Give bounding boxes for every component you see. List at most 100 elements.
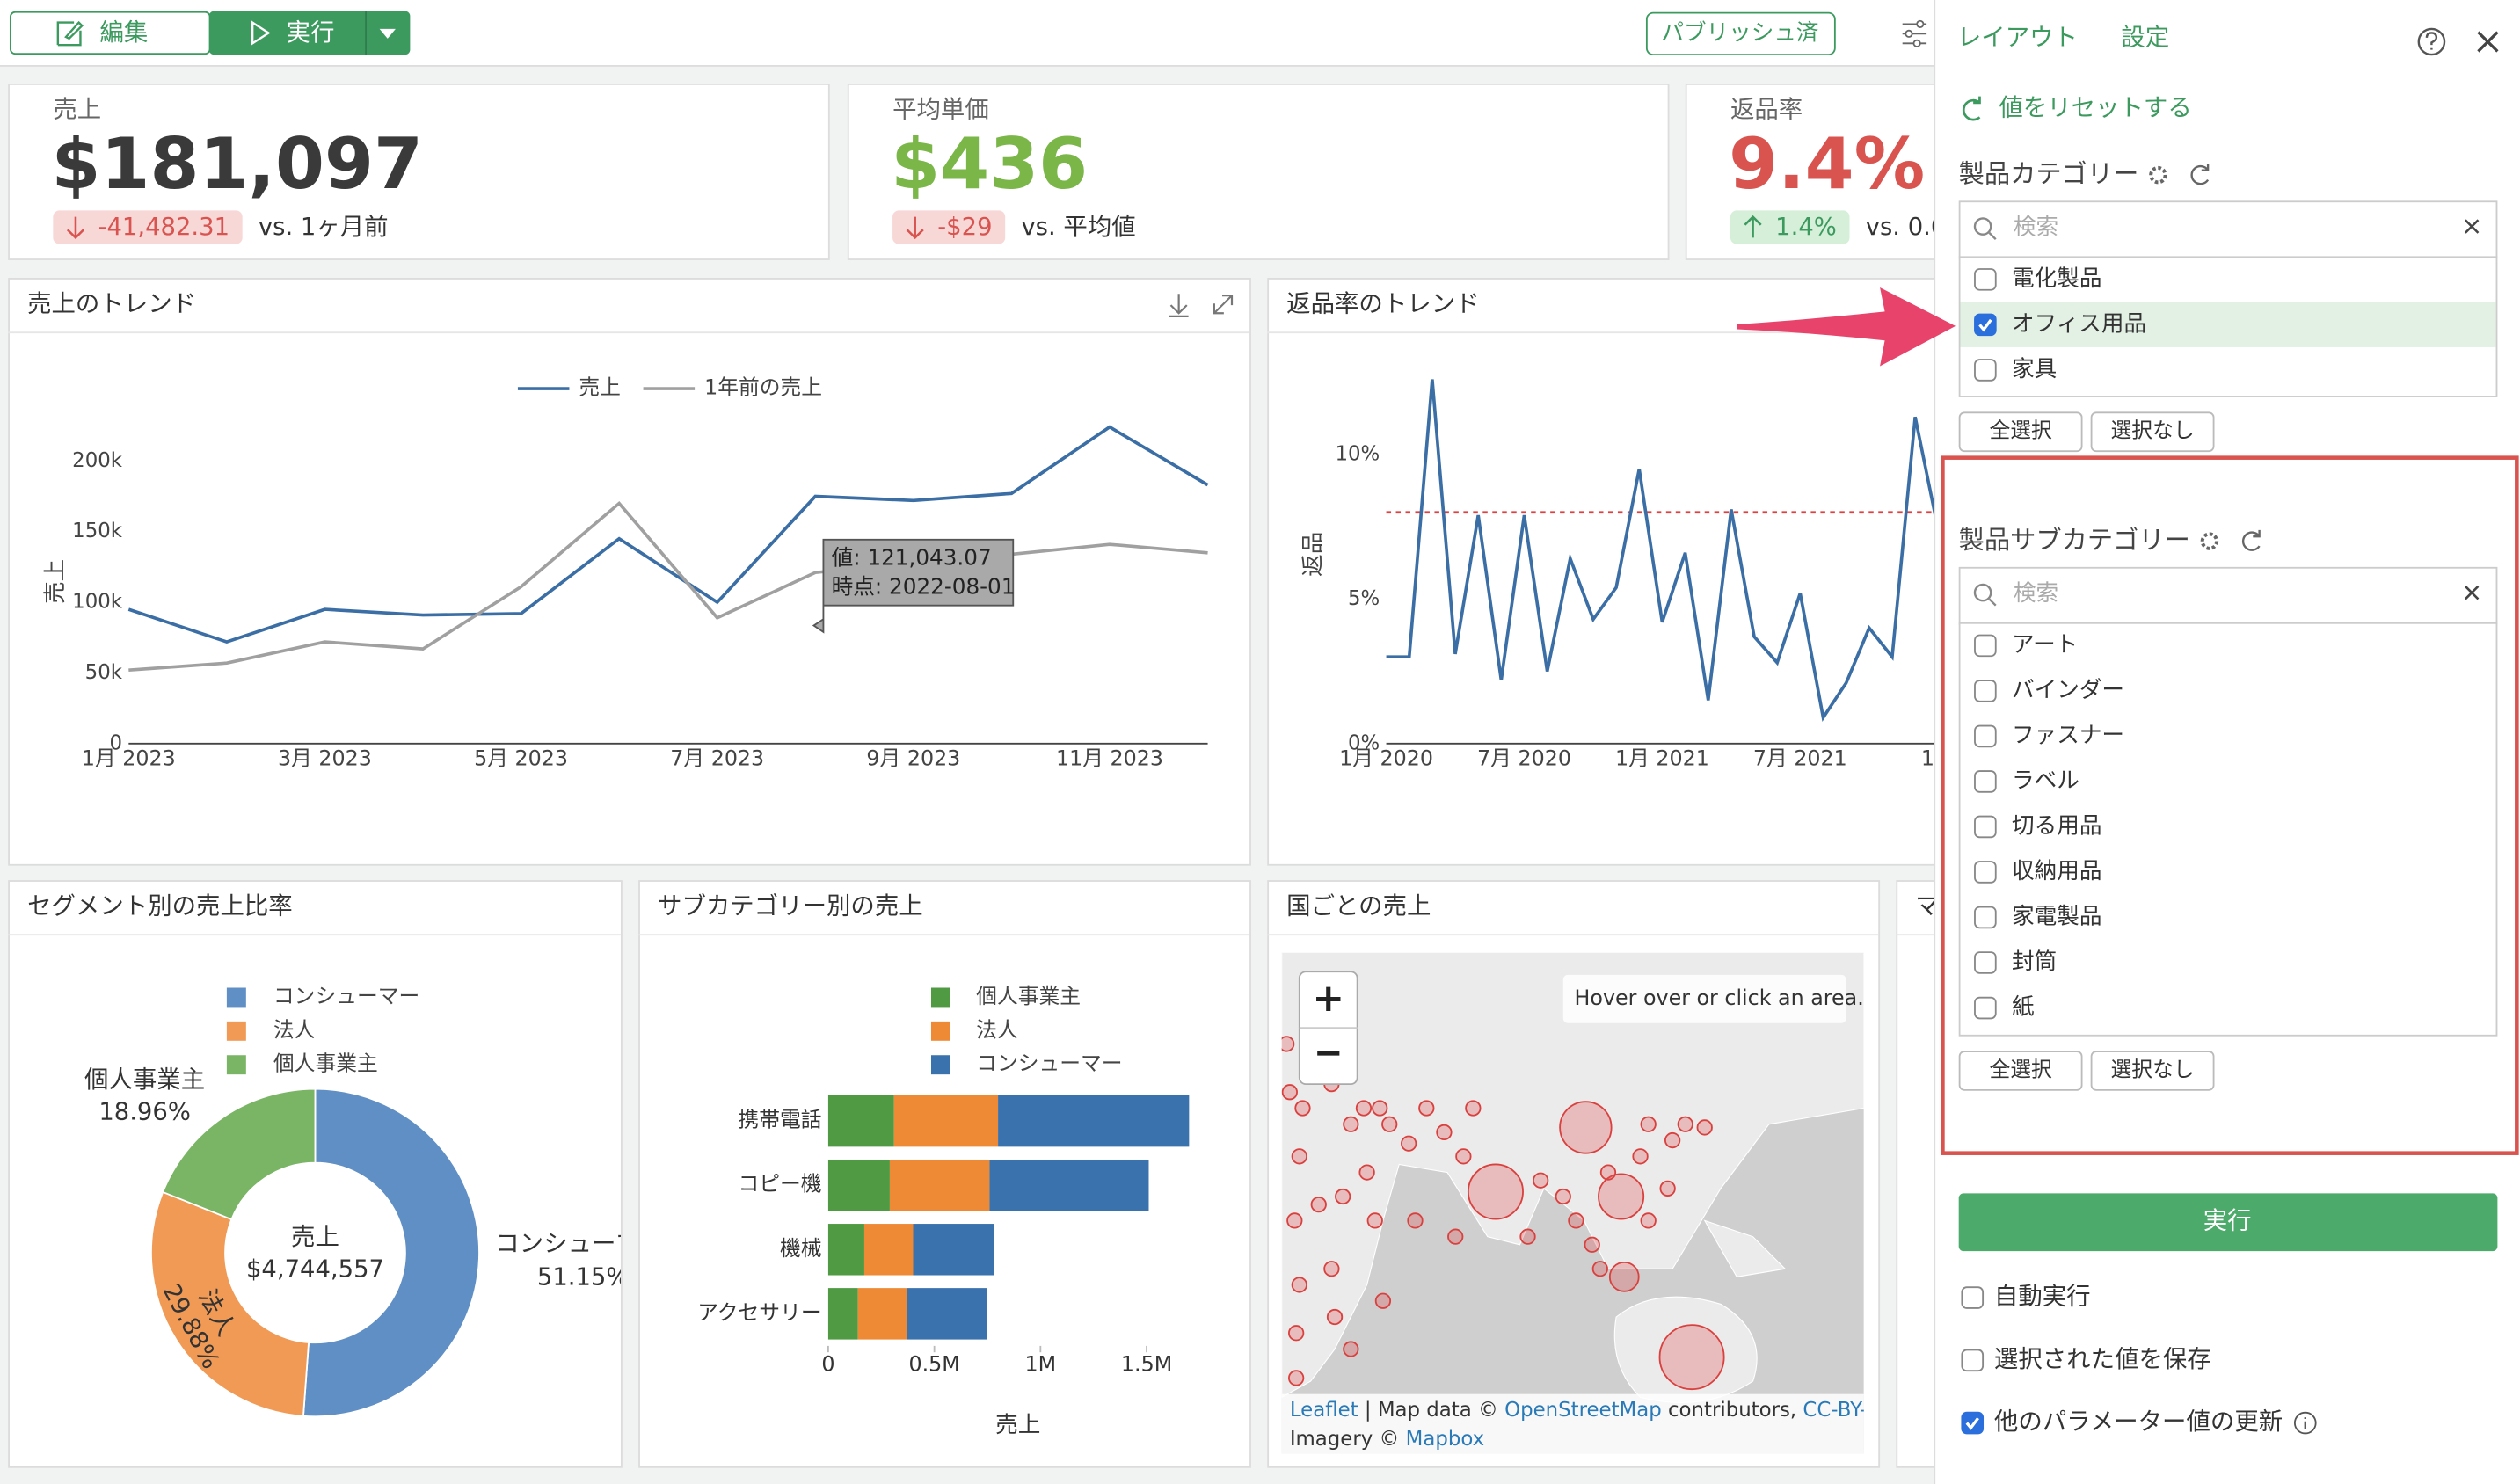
reset-link[interactable]: 値をリセットする: [1999, 95, 2191, 122]
checkbox[interactable]: [1974, 268, 1997, 291]
zoom-in[interactable]: +: [1312, 976, 1344, 1021]
map-bubble[interactable]: [1381, 1116, 1398, 1132]
option-label[interactable]: 家電製品: [2012, 904, 2101, 930]
checkbox[interactable]: [1974, 680, 1997, 702]
tab[interactable]: 設定: [2121, 24, 2169, 51]
refresh-icon[interactable]: [2241, 529, 2261, 551]
checkbox[interactable]: [1974, 313, 1997, 337]
map-bubble[interactable]: [1568, 1212, 1584, 1229]
select-all-button[interactable]: [1958, 411, 2083, 453]
select-none-button[interactable]: [2090, 1051, 2215, 1091]
option-label[interactable]: 紙: [2012, 994, 2035, 1021]
option-label[interactable]: ラベル: [2012, 767, 2079, 794]
map-bubble[interactable]: [1598, 1173, 1645, 1220]
select-none-label[interactable]: 選択なし: [2111, 418, 2195, 443]
map-bubble[interactable]: [1366, 1212, 1383, 1229]
map-bubble[interactable]: [1640, 1212, 1657, 1229]
attribution-link[interactable]: CC-BY-SA: [1803, 1398, 1894, 1421]
map-bubble[interactable]: [1355, 1100, 1373, 1117]
option-label[interactable]: 切る用品: [2012, 812, 2101, 839]
setting-label[interactable]: 選択された値を保存: [1994, 1346, 2211, 1373]
map-bubble[interactable]: [1467, 1163, 1524, 1220]
map-bubble[interactable]: [1533, 1172, 1549, 1189]
search-box[interactable]: [1958, 200, 2498, 259]
select-none-label[interactable]: 選択なし: [2111, 1057, 2195, 1081]
map-bubble[interactable]: [1447, 1228, 1464, 1245]
map-bubble[interactable]: [1372, 1100, 1388, 1117]
map-bubble[interactable]: [1677, 1116, 1693, 1132]
edit-label[interactable]: 編集: [99, 19, 148, 47]
refresh-icon[interactable]: [2190, 164, 2210, 186]
attribution-link[interactable]: OpenStreetMap: [1504, 1398, 1662, 1421]
map-bubble[interactable]: [1436, 1124, 1453, 1141]
setting-label[interactable]: 他のパラメーター値の更新: [1994, 1408, 2283, 1436]
checkbox[interactable]: [1961, 1411, 1985, 1435]
map-bubble[interactable]: [1374, 1292, 1392, 1309]
option-label[interactable]: オフィス用品: [2012, 310, 2146, 337]
map-bubble[interactable]: [1659, 1180, 1676, 1197]
map-bubble[interactable]: [1288, 1370, 1305, 1386]
checkbox[interactable]: [1974, 359, 1997, 382]
checkbox[interactable]: [1974, 996, 1997, 1020]
map-bubble[interactable]: [1407, 1212, 1424, 1229]
checkbox[interactable]: [1974, 951, 1997, 974]
option-label[interactable]: 家具: [2012, 356, 2057, 382]
map-bubble[interactable]: [1555, 1188, 1571, 1205]
map-bubble[interactable]: [1608, 1261, 1640, 1292]
option-label[interactable]: アート: [2012, 631, 2078, 658]
help-icon[interactable]: [2417, 27, 2446, 56]
checkbox[interactable]: [1974, 634, 1997, 658]
map-bubble[interactable]: [1281, 1084, 1298, 1101]
search-box[interactable]: [1958, 566, 2498, 625]
map-bubble[interactable]: [1343, 1116, 1359, 1132]
map-bubble[interactable]: [1696, 1119, 1713, 1136]
map-bubble[interactable]: [1519, 1228, 1536, 1245]
map-bubble[interactable]: [1323, 1261, 1340, 1277]
run-panel-button[interactable]: [1958, 1193, 2498, 1252]
map-bubble[interactable]: [1358, 1164, 1375, 1181]
published-label[interactable]: パブリッシュ済: [1661, 19, 1818, 46]
tab[interactable]: レイアウト: [1957, 24, 2078, 51]
published-button[interactable]: [1645, 11, 1836, 56]
run-panel-label[interactable]: 実行: [2203, 1208, 2252, 1235]
checkbox[interactable]: [1974, 861, 1997, 884]
select-all-label[interactable]: 全選択: [1989, 1057, 2052, 1081]
run-label[interactable]: 実行: [287, 19, 335, 47]
checkbox[interactable]: [1961, 1349, 1985, 1372]
map-bubble[interactable]: [1288, 1325, 1305, 1342]
run-button[interactable]: [208, 11, 411, 55]
checkbox[interactable]: [1974, 770, 1997, 793]
map-bubble[interactable]: [1584, 1236, 1600, 1253]
map-bubble[interactable]: [1455, 1148, 1472, 1165]
map-bubble[interactable]: [1343, 1341, 1359, 1357]
option-label[interactable]: ファスナー: [2012, 722, 2124, 748]
map-bubble[interactable]: [1294, 1100, 1311, 1117]
map-bubble[interactable]: [1658, 1324, 1725, 1391]
download-icon[interactable]: [1169, 294, 1189, 317]
close-icon[interactable]: [2477, 31, 2499, 53]
option-label[interactable]: 封筒: [2012, 949, 2057, 975]
checkbox[interactable]: [1974, 815, 1997, 839]
option-label[interactable]: 収納用品: [2012, 858, 2101, 884]
map-bubble[interactable]: [1632, 1148, 1649, 1165]
map-bubble[interactable]: [1559, 1101, 1613, 1154]
map-bubble[interactable]: [1599, 1164, 1617, 1181]
option-label[interactable]: バインダー: [2012, 677, 2124, 703]
clear-icon[interactable]: [2464, 585, 2480, 600]
map-bubble[interactable]: [1640, 1116, 1657, 1132]
settings-icon[interactable]: [2149, 165, 2167, 185]
map-bubble[interactable]: [1279, 1036, 1295, 1052]
select-all-button[interactable]: [1958, 1051, 2083, 1091]
attribution-link[interactable]: Leaflet: [1290, 1398, 1358, 1421]
map-bubble[interactable]: [1326, 1308, 1344, 1326]
dropdown-caret[interactable]: [379, 28, 396, 39]
select-all-label[interactable]: 全選択: [1989, 418, 2052, 443]
option-label[interactable]: 電化製品: [2012, 266, 2101, 292]
map-bubble[interactable]: [1291, 1277, 1307, 1293]
map-bubble[interactable]: [1418, 1100, 1435, 1117]
map-bubble[interactable]: [1465, 1100, 1482, 1117]
setting-label[interactable]: 自動実行: [1994, 1284, 2091, 1311]
select-none-button[interactable]: [2090, 411, 2215, 453]
map-bubble[interactable]: [1310, 1196, 1327, 1213]
attribution-link[interactable]: Mapbox: [1406, 1427, 1485, 1450]
